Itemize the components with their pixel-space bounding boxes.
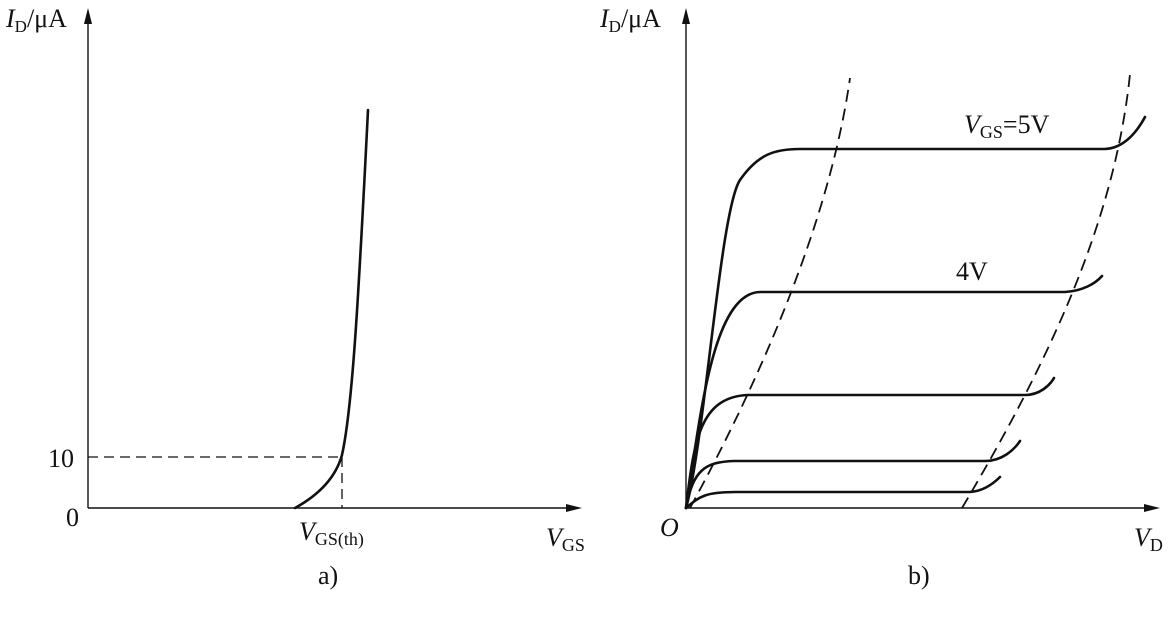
panel-a: ID/μA 10 0 VGS(th) VGS a) (5, 4, 585, 590)
panel-a-threshold-label: VGS(th) (299, 517, 364, 550)
panel-b: ID/μA VGS=5V 4V O VD b) (599, 4, 1163, 590)
panel-a-y-axis-label: ID/μA (5, 4, 67, 36)
panel-a-y-tick-0: 0 (66, 503, 79, 532)
panel-a-transfer-curve (293, 108, 370, 510)
panel-b-dashed-boundary-left (689, 77, 851, 509)
panel-b-y-axis-arrow (682, 8, 690, 24)
panel-b-curve-label-top: VGS=5V (964, 110, 1050, 142)
panel-a-x-axis-arrow (566, 504, 582, 512)
panel-b-x-axis-arrow (1144, 504, 1160, 512)
panel-b-output-curve-3 (684, 376, 1056, 510)
panel-a-y-axis-arrow (84, 8, 92, 24)
panel-b-y-axis-label: ID/μA (599, 4, 661, 36)
panel-b-output-curve-4v (684, 274, 1104, 510)
panel-b-origin-label: O (660, 513, 679, 542)
panel-b-output-curve-2 (684, 439, 1022, 510)
panel-b-curve-label-4v: 4V (956, 257, 988, 286)
panel-a-x-axis-label: VGS (546, 523, 585, 555)
panel-b-x-axis-label: VD (1134, 523, 1163, 555)
panel-b-output-curve-1 (684, 475, 1002, 510)
panel-a-caption: a) (318, 561, 338, 590)
panel-b-output-curve-5v (684, 115, 1147, 510)
panel-b-caption: b) (908, 561, 930, 590)
panel-a-y-tick-10: 10 (48, 444, 74, 473)
panel-b-dashed-boundary-right (961, 73, 1131, 509)
